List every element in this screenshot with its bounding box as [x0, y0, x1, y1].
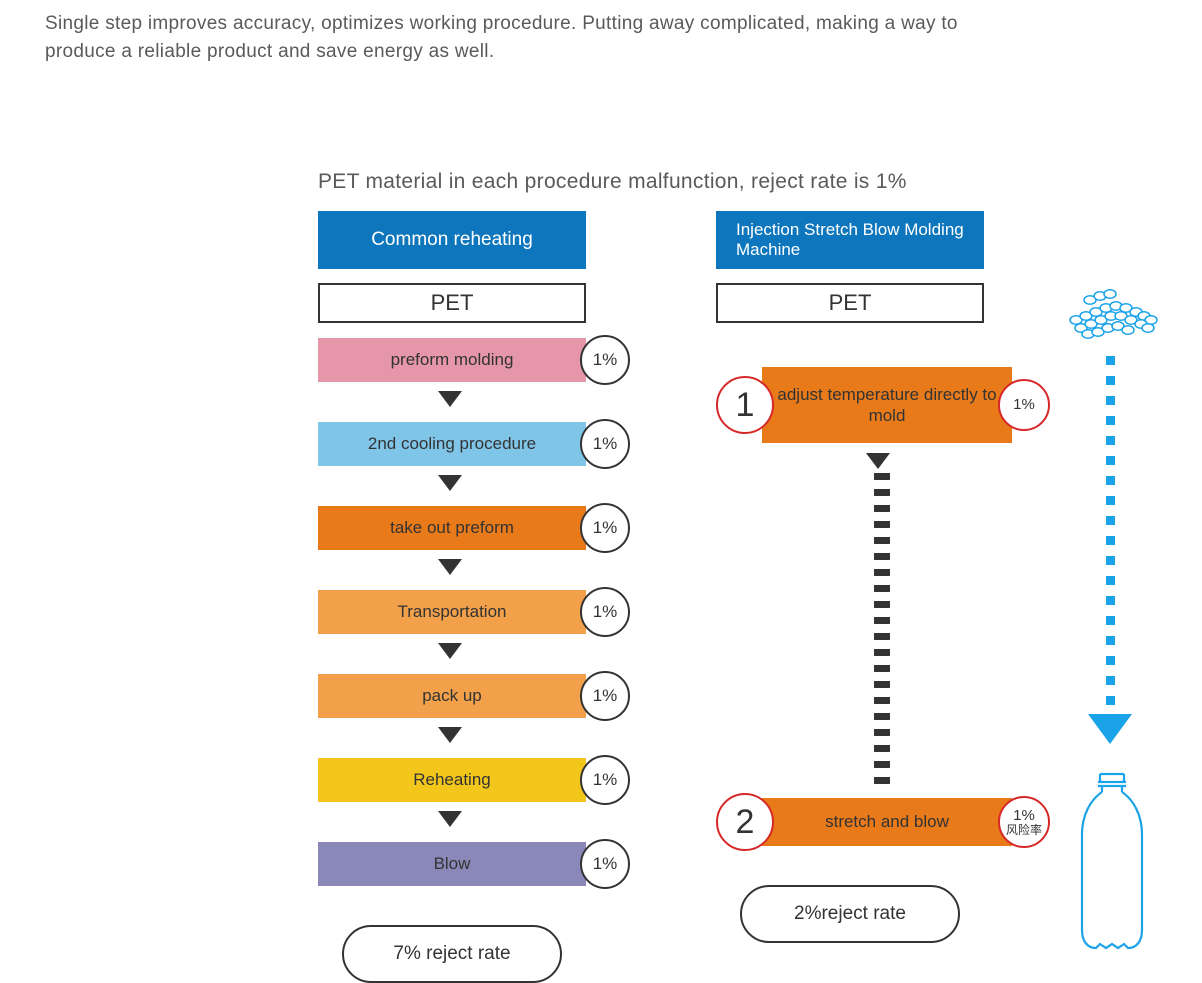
left-pet-box: PET — [318, 283, 586, 323]
step-label: preform molding — [318, 338, 586, 382]
right-step-2: 2 stretch and blow 1% 风险率 — [716, 793, 1056, 851]
step-label: take out preform — [318, 506, 586, 550]
left-process-column: Common reheating PET preform molding1%2n… — [318, 211, 658, 983]
right-process-column: Injection Stretch Blow Molding Machine P… — [716, 211, 1056, 943]
pct-sublabel: 风险率 — [1006, 824, 1042, 837]
left-step-row: 2nd cooling procedure1% — [318, 419, 658, 469]
left-step-row: pack up1% — [318, 671, 658, 721]
down-arrow-icon — [866, 453, 890, 469]
step-percent: 1% — [580, 755, 630, 805]
down-arrow-icon — [438, 559, 462, 575]
right-step-1: 1 adjust temperature directly to mold 1% — [716, 367, 1056, 443]
step-label: Reheating — [318, 758, 586, 802]
step-label: Transportation — [318, 590, 586, 634]
step-percent: 1% — [580, 839, 630, 889]
subtitle-text: PET material in each procedure malfuncti… — [318, 170, 907, 194]
left-step-row: Blow1% — [318, 839, 658, 889]
step-percent: 1% — [580, 419, 630, 469]
left-result: 7% reject rate — [342, 925, 562, 983]
step-label: adjust temperature directly to mold — [762, 367, 1012, 443]
down-arrow-icon — [438, 811, 462, 827]
down-arrow-icon — [438, 643, 462, 659]
pct-value: 1% — [1013, 808, 1035, 824]
intro-text: Single step improves accuracy, optimizes… — [45, 10, 965, 65]
down-arrow-icon — [438, 475, 462, 491]
step-label: pack up — [318, 674, 586, 718]
right-header: Injection Stretch Blow Molding Machine — [716, 211, 984, 269]
right-result: 2%reject rate — [740, 885, 960, 943]
left-step-row: Transportation1% — [318, 587, 658, 637]
dashed-connector — [874, 473, 1056, 784]
left-step-row: take out preform1% — [318, 503, 658, 553]
step-percent: 1% — [580, 335, 630, 385]
left-step-row: Reheating1% — [318, 755, 658, 805]
down-arrow-icon — [438, 391, 462, 407]
bottle-icon — [1072, 772, 1152, 952]
step-percent: 1% 风险率 — [998, 796, 1050, 848]
dotted-arrow-icon — [1103, 356, 1117, 744]
step-percent: 1% — [580, 503, 630, 553]
step-label: 2nd cooling procedure — [318, 422, 586, 466]
pct-value: 1% — [1013, 397, 1035, 413]
pellets-icon — [1056, 286, 1161, 346]
step-number-icon: 2 — [716, 793, 774, 851]
down-arrow-icon — [438, 727, 462, 743]
step-label: Blow — [318, 842, 586, 886]
step-percent: 1% — [580, 671, 630, 721]
left-header: Common reheating — [318, 211, 586, 269]
left-step-row: preform molding1% — [318, 335, 658, 385]
step-label: stretch and blow — [762, 798, 1012, 846]
step-number-icon: 1 — [716, 376, 774, 434]
step-percent: 1% — [998, 379, 1050, 431]
right-pet-box: PET — [716, 283, 984, 323]
step-percent: 1% — [580, 587, 630, 637]
